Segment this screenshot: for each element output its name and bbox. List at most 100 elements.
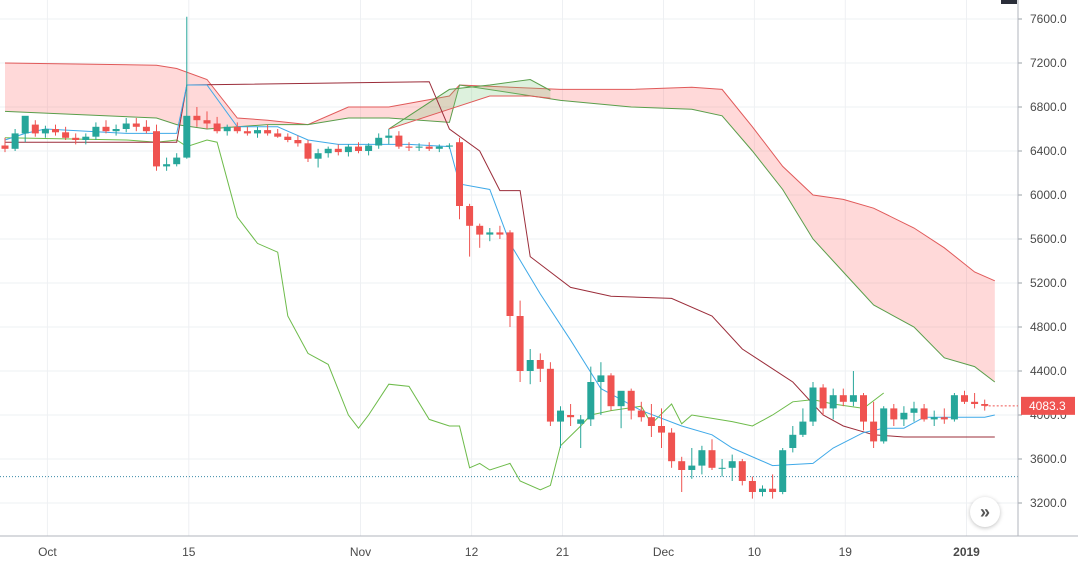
candle <box>203 111 211 129</box>
candle-body <box>142 126 150 132</box>
bullish-cloud-fill <box>388 79 551 129</box>
candle <box>698 445 706 475</box>
candle <box>92 122 100 140</box>
candle-body <box>536 360 544 369</box>
candle <box>617 390 625 429</box>
candle-body <box>163 164 171 167</box>
candle <box>526 349 534 385</box>
candle <box>233 122 241 134</box>
candle-body <box>31 124 39 134</box>
candle-body <box>597 375 605 382</box>
candle-body <box>334 148 342 153</box>
candle-body <box>173 157 181 165</box>
candle <box>516 300 524 382</box>
candle-body <box>435 146 443 149</box>
candle-body <box>849 395 857 402</box>
candle-body <box>213 123 221 132</box>
y-tick-label: 7200.0 <box>1030 56 1067 70</box>
candle-body <box>153 131 160 167</box>
candle <box>52 124 59 136</box>
candle-body <box>870 421 878 442</box>
candle-body <box>193 115 201 121</box>
candle <box>597 362 605 415</box>
x-tick-label: Dec <box>653 545 674 559</box>
scroll-to-realtime-button[interactable]: » <box>970 497 1000 527</box>
candle-body <box>486 232 494 235</box>
candle <box>860 393 867 431</box>
candle-body <box>546 368 554 422</box>
candle <box>435 144 443 153</box>
price-axis[interactable]: 3200.03600.04000.04400.04800.05200.05600… <box>1001 0 1067 536</box>
candle-body <box>557 410 564 422</box>
candle-body <box>203 120 211 124</box>
candle <box>425 142 433 151</box>
x-tick-label: 19 <box>839 545 853 559</box>
candle-body <box>355 146 362 151</box>
candle <box>11 129 19 151</box>
candle <box>223 124 231 136</box>
axis-corner-tab <box>1001 0 1017 4</box>
candle <box>213 116 221 134</box>
candle-body <box>890 408 898 420</box>
candle-body <box>880 408 888 442</box>
indicator-lines <box>0 81 1018 491</box>
candle <box>496 225 504 239</box>
candle <box>334 144 342 156</box>
candle-body <box>233 126 241 132</box>
candle-body <box>627 390 635 411</box>
bearish-cloud-span-b <box>4 84 996 383</box>
candle-body <box>506 232 514 316</box>
conversion-line <box>4 84 995 467</box>
base-line <box>5 81 995 438</box>
candle <box>718 459 726 477</box>
bullish-cloud-span-a <box>388 78 551 130</box>
x-tick-label: 2019 <box>953 545 980 559</box>
candle-body <box>940 417 948 420</box>
candle-body <box>698 450 706 466</box>
candle <box>355 142 362 154</box>
candlesticks <box>1 16 989 499</box>
candle-body <box>769 488 777 492</box>
candle-body <box>708 450 716 468</box>
candle-body <box>779 450 787 492</box>
y-tick-label: 5600.0 <box>1030 232 1067 246</box>
candle <box>183 16 191 159</box>
lagging-span-line <box>4 137 885 491</box>
candle-body <box>900 412 908 420</box>
candle <box>375 133 383 149</box>
last-price-badge <box>1021 396 1075 415</box>
candle-body <box>516 316 524 371</box>
candle <box>82 133 90 145</box>
x-tick-label: Nov <box>350 545 371 559</box>
y-tick-label: 3200.0 <box>1030 496 1067 510</box>
candle <box>21 115 29 143</box>
candle-body <box>678 461 686 470</box>
y-tick-label: 6800.0 <box>1030 100 1067 114</box>
candle <box>365 143 373 156</box>
candle <box>900 406 908 426</box>
candle-body <box>920 408 928 420</box>
x-tick-label: 12 <box>465 545 479 559</box>
candle <box>274 129 282 138</box>
candle-body <box>617 390 625 407</box>
candle <box>344 144 352 157</box>
x-tick-label: 15 <box>182 545 196 559</box>
candle <box>405 142 413 151</box>
candle <box>153 124 160 171</box>
x-tick-label: 10 <box>748 545 762 559</box>
candle <box>658 408 665 448</box>
candle <box>920 404 928 422</box>
candle <box>112 124 120 136</box>
candle-body <box>809 387 817 422</box>
candle <box>779 448 787 495</box>
candle <box>546 362 554 426</box>
candle-body <box>607 375 615 407</box>
time-axis[interactable]: Oct 15 Nov 12 21 Dec 10 19 2019 <box>0 535 1078 559</box>
candle-body <box>314 153 322 159</box>
candle-body <box>425 146 433 149</box>
y-tick-label: 7600.0 <box>1030 12 1067 26</box>
candle-body <box>668 432 676 462</box>
candle-body <box>748 481 756 492</box>
candle-body <box>62 132 70 138</box>
